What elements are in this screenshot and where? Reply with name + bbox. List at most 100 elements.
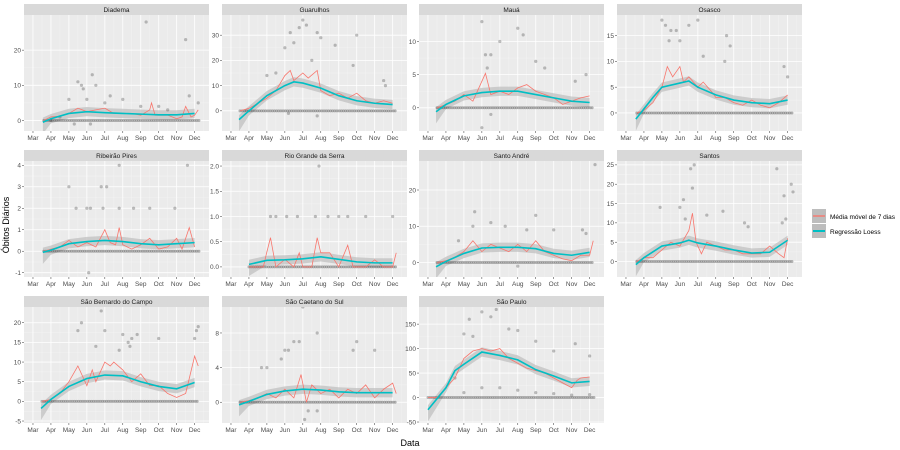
strip-bg (419, 150, 604, 161)
data-point (489, 261, 493, 264)
data-point (344, 400, 348, 404)
data-point (266, 265, 270, 269)
data-point (517, 396, 521, 400)
data-point (283, 348, 287, 352)
data-point (584, 106, 588, 110)
data-point (271, 265, 275, 269)
data-point (387, 400, 391, 404)
data-point (268, 400, 272, 404)
data-point (119, 118, 123, 122)
panel-maua: Mauá Mar Apr May Jun Jul Aug Sep Oct Nov Dec 0 5 10 (409, 4, 604, 142)
data-point (309, 400, 313, 404)
data-point (61, 249, 65, 253)
data-point (303, 109, 307, 113)
data-point (764, 111, 768, 115)
data-point (389, 109, 393, 113)
data-point (755, 111, 759, 115)
data-point (697, 111, 701, 115)
data-point (126, 340, 130, 344)
data-point (697, 260, 701, 264)
data-point (160, 118, 164, 122)
data-point (758, 260, 762, 264)
data-point (260, 400, 264, 404)
x-tick-label: Apr (441, 427, 452, 434)
data-point (654, 260, 658, 264)
data-point (582, 106, 586, 110)
data-point (55, 399, 59, 403)
data-point (693, 260, 697, 264)
data-point (294, 109, 298, 113)
data-point (111, 249, 115, 253)
data-point (87, 118, 91, 122)
plot-area (635, 18, 794, 131)
data-point (516, 264, 520, 268)
moving-average-line (436, 240, 594, 263)
data-point (301, 18, 305, 22)
y-tick-label: 10 (409, 224, 417, 231)
data-point (493, 396, 497, 400)
data-point (541, 106, 545, 110)
x-tick-label: Oct (154, 427, 164, 434)
data-point (584, 261, 588, 264)
data-point (444, 106, 448, 110)
data-point (742, 221, 747, 225)
data-point (350, 109, 354, 113)
data-point (786, 75, 790, 79)
data-point (354, 109, 358, 113)
data-point (708, 260, 712, 264)
data-point (692, 163, 696, 167)
x-tick-label: Apr (46, 427, 57, 434)
data-point (193, 336, 197, 341)
data-point (106, 118, 110, 122)
data-point (762, 111, 766, 115)
data-point (253, 109, 257, 113)
data-point (90, 73, 94, 77)
data-point (109, 249, 113, 253)
data-point (117, 348, 121, 352)
data-point (658, 205, 662, 209)
data-point (297, 265, 301, 269)
data-point (67, 97, 71, 101)
data-point (109, 399, 113, 403)
data-point (393, 109, 397, 113)
x-tick-label: Jul (694, 135, 703, 142)
data-point (777, 260, 781, 264)
data-point (717, 260, 721, 264)
data-point (530, 261, 534, 264)
strip-label: Osasco (698, 7, 720, 14)
panel-santos: Santos Mar Apr May Jun Jul Aug Sep Oct Nov Dec 0 5 10… (607, 150, 802, 288)
data-point (588, 354, 592, 358)
data-point (652, 260, 656, 264)
data-point (193, 399, 197, 403)
data-point (534, 261, 538, 264)
data-point (340, 265, 344, 269)
loess-confidence-band (635, 235, 788, 277)
plot-area (247, 164, 398, 276)
panel-sao-paulo: São Paulo Mar Apr May Jun Jul Aug Sep Oct Nov Dec -… (405, 296, 604, 434)
loess-confidence-band (436, 86, 590, 124)
data-point (277, 265, 281, 269)
data-point (285, 400, 289, 404)
data-point (650, 260, 654, 264)
data-point (504, 396, 508, 400)
data-point (76, 80, 80, 84)
data-point (556, 261, 560, 264)
data-point (566, 396, 570, 400)
data-point (723, 260, 727, 264)
data-point (294, 265, 298, 269)
data-point (93, 118, 97, 122)
data-point (491, 396, 495, 400)
x-tick-label: May (261, 427, 274, 434)
data-point (749, 260, 753, 264)
strip-bg (419, 296, 604, 307)
data-point (265, 365, 269, 370)
data-point (316, 109, 320, 113)
data-point (320, 109, 324, 113)
data-point (577, 396, 581, 400)
data-point (333, 400, 337, 404)
data-point (173, 206, 177, 210)
data-point (59, 399, 63, 403)
data-point (163, 399, 167, 403)
moving-average-line (41, 354, 199, 402)
data-point (251, 400, 255, 404)
